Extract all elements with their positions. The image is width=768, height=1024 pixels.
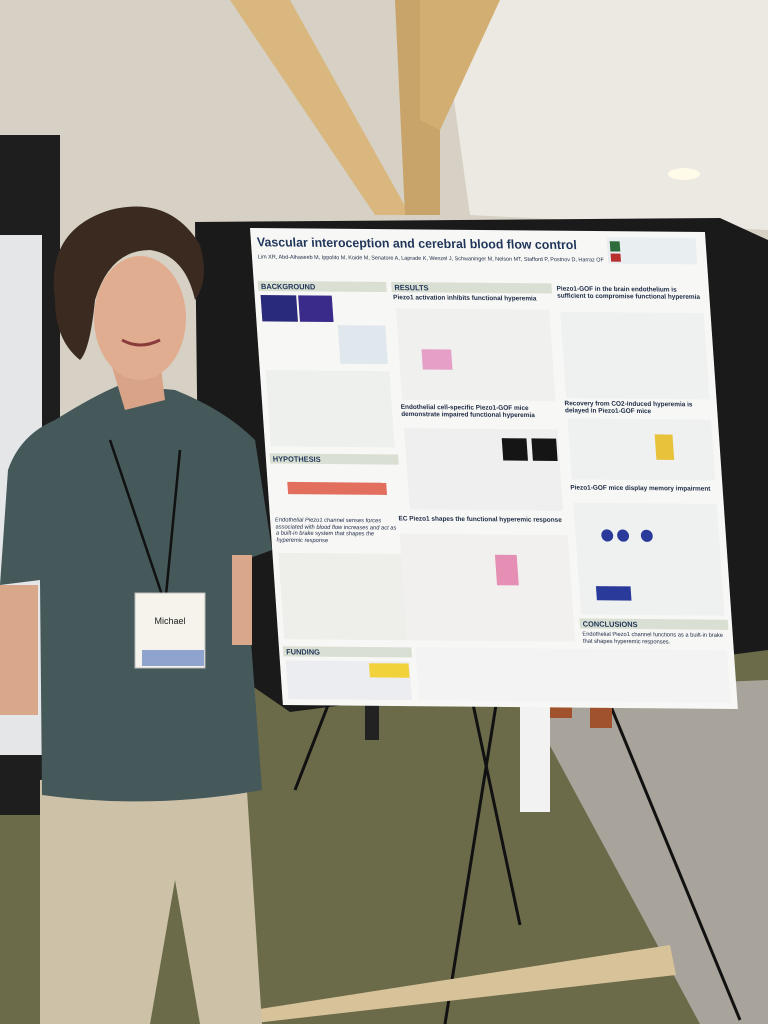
section-heading: BACKGROUND	[261, 282, 317, 292]
figure	[395, 308, 556, 402]
heading-box: Piezo1 activation inhibits functional hy…	[392, 294, 537, 303]
logo	[609, 241, 621, 252]
figure	[278, 552, 408, 641]
result-heading: Piezo1 activation inhibits functional hy…	[392, 294, 537, 303]
figure-dot	[601, 529, 614, 542]
poster: Vascular interoception and cerebral bloo…	[250, 228, 738, 710]
figure-dot	[617, 529, 630, 542]
heading-box: Piezo1-GOF mice display memory impairmen…	[570, 484, 711, 493]
logo-area	[606, 237, 698, 265]
authors-box: Lim XR, Abd-Alhaseeb M, Ippolito M, Koid…	[258, 254, 604, 263]
person: Michael	[0, 206, 272, 1024]
heading-box: Endothelial cell-specific Piezo1-GOF mic…	[400, 403, 536, 420]
wood-beam	[420, 0, 500, 130]
figure-dot	[640, 529, 653, 542]
conclusion-box: Endothelial Piezo1 channel functions as …	[582, 631, 724, 646]
easel-leg	[443, 679, 502, 1024]
figure	[501, 438, 528, 461]
badge-strip	[142, 650, 204, 666]
figure	[573, 502, 725, 616]
section-heading: FUNDING	[286, 647, 321, 656]
ceiling-light	[668, 168, 700, 180]
figure	[298, 295, 334, 323]
smile	[121, 338, 161, 347]
result-heading: Piezo1-GOF in the brain endothelium is s…	[556, 285, 701, 302]
summary-text-area	[415, 647, 731, 703]
person-leg	[365, 695, 379, 740]
figure	[595, 586, 632, 601]
figure	[337, 325, 388, 365]
pants	[40, 760, 262, 1024]
wood-beam	[230, 0, 410, 215]
figure	[399, 533, 576, 642]
badge-name: Michael	[154, 616, 185, 626]
hypothesis-text: Endothelial Piezo1 channel senses forces…	[274, 517, 397, 545]
conclusion-text: Endothelial Piezo1 channel functions as …	[582, 631, 724, 646]
arm	[232, 555, 252, 645]
figure	[287, 481, 388, 495]
figure	[265, 370, 395, 448]
result-heading: EC Piezo1 shapes the functional hyperemi…	[398, 515, 563, 524]
logo	[610, 253, 621, 262]
arm	[0, 585, 38, 715]
section-heading: RESULTS	[394, 283, 429, 292]
figure	[560, 311, 710, 400]
easel-leg	[468, 689, 522, 926]
figure	[531, 438, 558, 461]
result-heading: Endothelial cell-specific Piezo1-GOF mic…	[400, 403, 536, 420]
section-bar	[269, 453, 399, 465]
lanyard	[108, 439, 164, 596]
heading-box: Piezo1-GOF in the brain endothelium is s…	[556, 285, 701, 302]
figure	[654, 434, 675, 460]
figure	[421, 349, 453, 370]
section-heading: CONCLUSIONS	[582, 619, 637, 629]
hair	[53, 206, 204, 360]
funding-logo	[368, 663, 410, 678]
paper-roll	[240, 945, 676, 1024]
easel-leg	[598, 679, 742, 1021]
hypothesis-box: Endothelial Piezo1 channel senses forces…	[274, 517, 397, 545]
figure	[260, 295, 298, 322]
section-bar	[391, 281, 553, 294]
result-heading: Recovery from CO2-induced hyperemia is d…	[564, 400, 693, 416]
face	[94, 256, 186, 380]
section-bar	[579, 618, 729, 630]
heading-box: Recovery from CO2-induced hyperemia is d…	[564, 400, 693, 416]
section-bar	[282, 646, 413, 658]
figure	[567, 418, 716, 481]
ceiling	[440, 0, 768, 230]
result-heading: Piezo1-GOF mice display memory impairmen…	[570, 484, 711, 493]
easel-leg	[293, 699, 332, 791]
section-bar	[257, 280, 387, 293]
poster-title: Vascular interoception and cerebral bloo…	[256, 235, 577, 252]
figure	[494, 554, 519, 586]
heading-box: EC Piezo1 shapes the functional hyperemi…	[398, 515, 563, 524]
lanyard	[164, 449, 182, 596]
section-heading: HYPOTHESIS	[273, 454, 321, 464]
